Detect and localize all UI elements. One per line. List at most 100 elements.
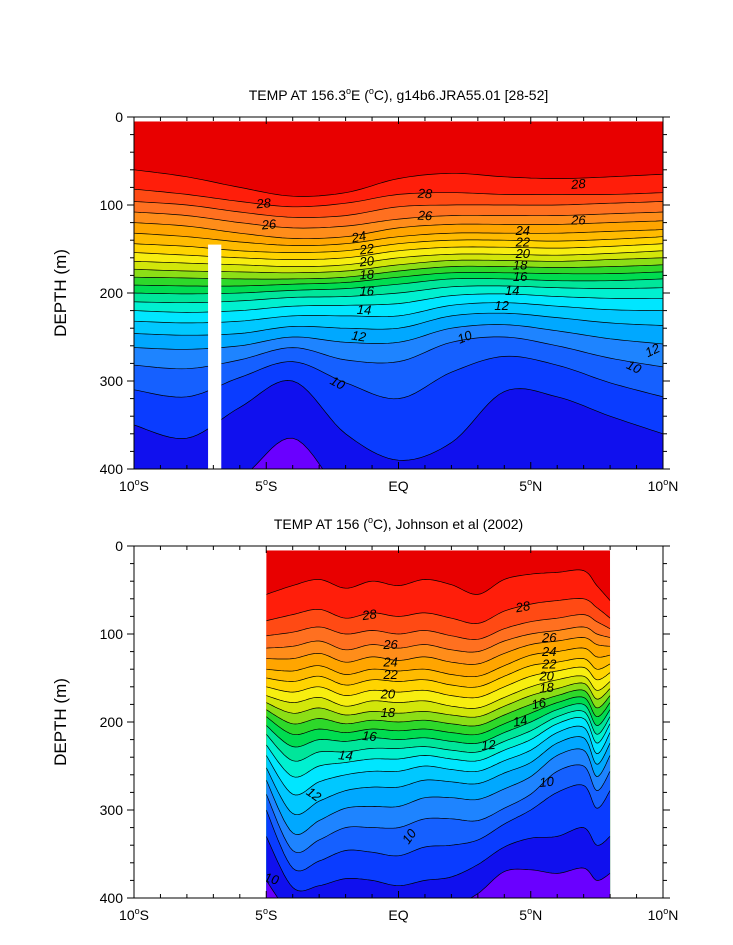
contour-label-14: 14 [505,283,519,298]
band-7 [266,867,611,899]
isotherm-17 [134,278,663,295]
isotherm-15 [134,293,663,313]
isotherm-13 [134,312,663,336]
isotherm-18 [134,271,663,287]
isotherm-29 [266,569,611,601]
contour-label-16: 16 [530,695,548,713]
contour-label-24: 24 [382,655,397,670]
contour-label-24: 24 [349,228,367,246]
isotherm-20 [134,257,663,274]
isotherm-8 [266,867,611,899]
y-tick-label: 0 [115,109,123,125]
y-tick-label: 100 [100,197,124,213]
isotherm-14 [266,725,611,796]
contour-label-28: 28 [513,598,532,616]
x-tick-label: EQ [388,478,408,494]
missing-data-column [208,244,222,469]
band-7 [134,438,323,470]
contour-fills: 2826282628262422201816141210242220181614… [134,121,663,470]
y-tick-label: 200 [100,714,124,730]
isotherm-19 [266,689,611,727]
contour-fills: 28 28262422201816141210101214161820222426… [263,550,611,899]
contour-label-18: 18 [513,257,528,272]
contour-label-18: 18 [539,680,555,696]
x-tick-label: 10oS [119,477,149,494]
contour-label-18: 18 [381,705,396,720]
contour-label-20: 20 [358,253,376,270]
contour-label-20: 20 [515,246,531,261]
isotherm-26 [266,626,611,653]
x-tick-label: 10oN [648,477,679,494]
contour-label-16: 16 [513,269,528,284]
isotherm-11 [134,336,663,370]
y-tick-label: 100 [100,626,124,642]
y-tick-label: 300 [100,373,124,389]
contour-label-24: 24 [541,644,556,659]
contour-label-10: 10 [263,870,282,888]
contour-label-22: 22 [541,656,557,671]
chart-title: TEMP AT 156.3oE (oC), g14b6.JRA55.01 [28… [249,86,549,103]
contour-label-20: 20 [538,669,554,684]
contour-label-24: 24 [515,223,530,238]
contour-label-26: 26 [541,630,557,645]
contour-label-12: 12 [643,340,663,360]
isotherm-21 [266,675,611,709]
y-tick-label: 200 [100,285,124,301]
isotherm-24 [134,229,663,246]
contour-label-26: 26 [260,216,277,232]
isotherm-24 [266,647,611,678]
isotherm-16 [266,710,611,762]
contour-label-14: 14 [512,712,529,729]
y-tick-label: 400 [100,890,124,906]
isotherm-22 [266,666,611,699]
contour-label-14: 14 [356,302,371,318]
contour-label-12: 12 [494,298,509,313]
isotherm-27 [266,614,611,640]
isotherm-25 [134,220,663,240]
contour-label-12: 12 [481,737,497,753]
isotherm-21 [134,250,663,267]
isotherm-10 [266,784,611,872]
isotherm-11 [266,764,611,854]
contour-label-22: 22 [382,667,398,682]
isotherm-25 [266,637,611,665]
isotherm-28 [266,598,611,624]
isotherm-12 [134,324,663,350]
contour-label-14: 14 [338,747,354,763]
isotherm-10 [134,355,663,400]
isotherm-23 [266,658,611,688]
contour-label-16: 16 [362,728,378,744]
contour-label-18: 18 [359,267,375,283]
x-tick-label: 5oS [255,477,277,494]
contour-label-26: 26 [416,208,433,224]
contour-label-20: 20 [380,686,396,701]
contour-label-28: 28 [416,186,433,202]
x-tick-label: 5oN [519,477,542,494]
y-axis-label: DEPTH (m) [51,249,70,337]
y-axis-label: DEPTH (m) [51,678,70,766]
isotherm-29 [134,169,663,197]
isotherm-9 [266,827,611,892]
isotherm-18 [266,696,611,736]
isotherm-27 [134,201,663,218]
isotherm-12 [266,748,611,835]
contour-label-26: 26 [570,212,586,227]
contour-label-10: 10 [624,357,644,377]
isotherm-14 [134,302,663,324]
tick-marks [127,116,670,470]
isotherm-26 [134,211,663,229]
contour-label-28: 28 [360,606,378,623]
y-tick-label: 0 [115,538,123,554]
isotherm-13 [266,736,611,816]
contour-label-12: 12 [351,328,368,345]
contour-label-10: 10 [539,774,555,790]
x-tick-label: EQ [388,907,408,923]
isotherm-15 [266,717,611,778]
y-tick-label: 400 [100,461,124,477]
contour-label-26: 26 [382,637,398,652]
x-tick-label: 5oS [255,906,277,923]
y-tick-label: 300 [100,802,124,818]
isotherm-20 [266,682,611,718]
contour-label-28: 28 [255,195,272,211]
